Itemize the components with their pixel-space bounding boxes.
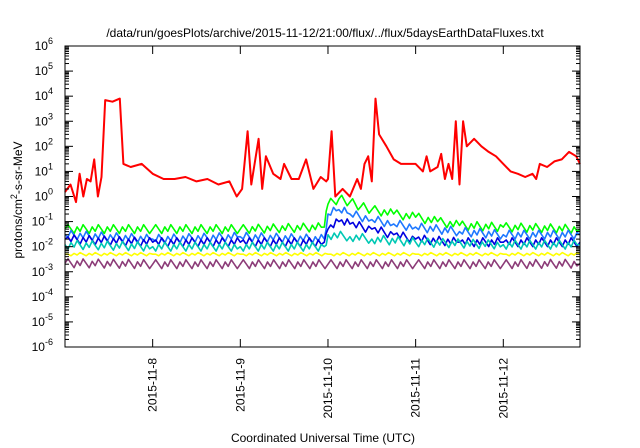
series-line-2: [64, 194, 581, 235]
series-line-3: [64, 206, 581, 244]
series-line-5: [64, 230, 580, 252]
y-tick-label: 104: [35, 86, 53, 103]
y-tick-label: 10-5: [32, 312, 53, 329]
x-tick-label: 2015-11-9: [233, 358, 247, 412]
y-tick-label: 10-4: [32, 287, 53, 304]
x-tick-label: 2015-11-8: [146, 358, 160, 412]
series-line-4: [64, 218, 581, 248]
series-line-7: [64, 257, 581, 270]
series-layer: [64, 97, 581, 270]
ticks-layer: 10-6 10-5 10-4 10-3 10-2 10-1 100 101 102 103 104 1…: [32, 36, 580, 419]
y-tick-label: 103: [35, 111, 53, 128]
y-tick-label: 101: [35, 161, 53, 178]
x-tick-label: 2015-11-12: [496, 358, 510, 419]
y-axis-title: protons/cm2-s-sr-MeV: [9, 141, 25, 258]
x-tick-label: 2015-11-10: [321, 358, 335, 419]
chart-title: /data/run/goesPlots/archive/2015-11-12/2…: [106, 26, 544, 40]
y-tick-label: 102: [35, 136, 53, 153]
y-tick-label: 106: [35, 36, 53, 53]
x-axis-title: Coordinated Universal Time (UTC): [231, 431, 415, 445]
series-line-1: [64, 97, 581, 204]
y-tick-label: 10-1: [32, 212, 53, 229]
y-tick-label: 10-6: [32, 337, 53, 354]
y-tick-label: 10-3: [32, 262, 53, 279]
x-tick-label: 2015-11-11: [409, 358, 423, 418]
y-tick-label: 105: [35, 61, 53, 78]
y-tick-label: 100: [35, 187, 53, 204]
y-tick-label: 10-2: [32, 237, 53, 254]
plot-frame: [64, 45, 581, 348]
series-line-6: [65, 251, 581, 257]
